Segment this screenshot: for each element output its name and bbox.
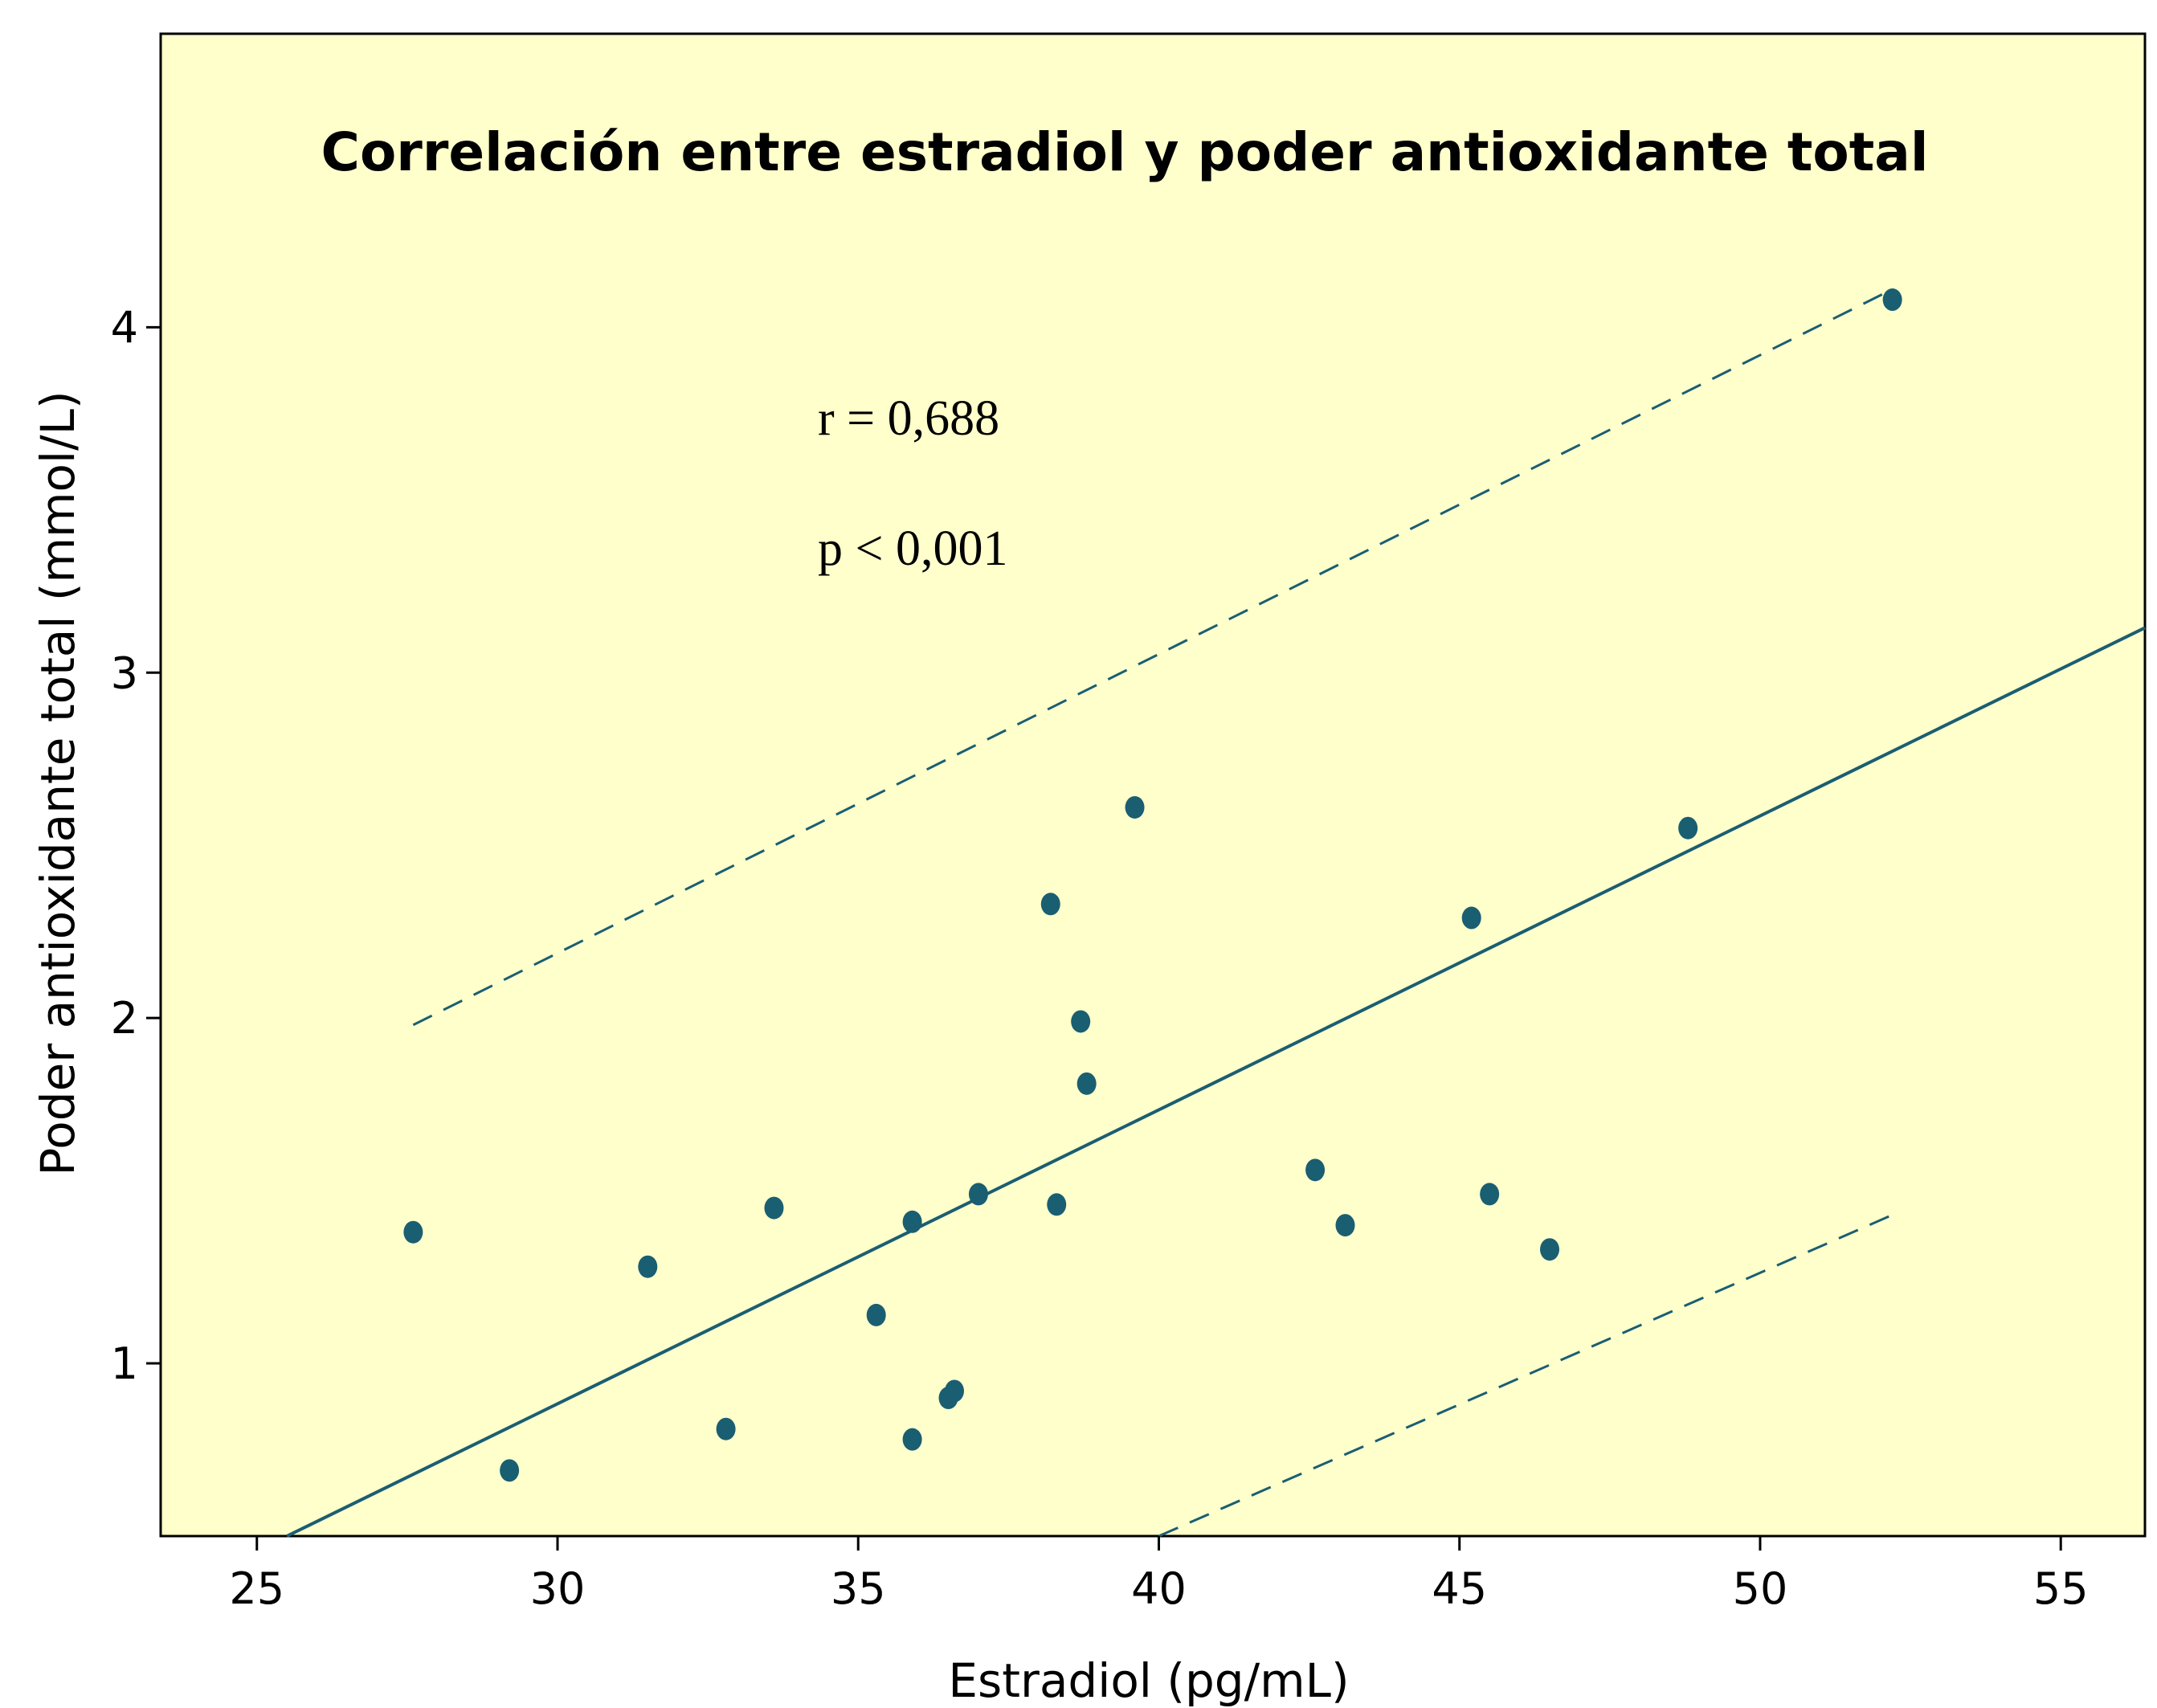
upper-confidence-line [412, 288, 1894, 1027]
chart-title: Correlación entre estradiol y poder anti… [321, 121, 1929, 183]
data-point [1480, 1183, 1500, 1206]
correlation-coefficient-label: r = 0,688 [818, 391, 999, 446]
data-point [1678, 816, 1698, 840]
fit-line-layer [286, 626, 2146, 1538]
x-tick-label: 50 [1733, 1563, 1788, 1614]
data-point [1882, 288, 1902, 312]
data-point [403, 1220, 423, 1244]
y-tick-label: 3 [111, 648, 138, 698]
data-point [1305, 1158, 1326, 1182]
data-point [1540, 1238, 1559, 1261]
data-point [500, 1459, 520, 1482]
plot-area [159, 32, 2147, 1538]
data-point [968, 1183, 988, 1206]
x-tick-label: 25 [229, 1563, 284, 1614]
x-tick-label: 45 [1432, 1563, 1487, 1614]
data-point [1076, 1072, 1097, 1095]
data-point [866, 1303, 886, 1326]
data-point [716, 1417, 736, 1440]
data-point [1071, 1010, 1091, 1033]
data-point [1461, 906, 1481, 930]
y-axis-title: Poder antioxidante total (mmol/L) [31, 390, 85, 1175]
data-point [902, 1428, 922, 1451]
y-tick-label: 2 [111, 993, 138, 1044]
y-axis-ticks: 1 2 3 4 [111, 302, 161, 1389]
data-point [1047, 1193, 1067, 1216]
x-tick-label: 40 [1131, 1563, 1187, 1614]
x-axis-title: Estradiol (pg/mL) [948, 1653, 1349, 1708]
x-tick-label: 30 [530, 1563, 586, 1614]
y-tick-label: 4 [111, 302, 138, 353]
data-point [1040, 893, 1060, 916]
data-point [764, 1196, 784, 1220]
confidence-band-lines [412, 288, 1894, 1538]
data-point [1125, 795, 1145, 819]
data-point [638, 1255, 658, 1278]
y-tick-label: 1 [111, 1338, 138, 1389]
x-tick-label: 55 [2033, 1563, 2089, 1614]
data-point [902, 1210, 922, 1233]
data-points [403, 288, 1902, 1482]
x-tick-label: 35 [831, 1563, 886, 1614]
regression-line [286, 626, 2146, 1538]
p-value-label: p < 0,001 [818, 521, 1007, 576]
data-point [1335, 1214, 1355, 1237]
x-axis-ticks: 25 30 35 40 45 50 55 [229, 1536, 2089, 1614]
data-point [945, 1379, 964, 1403]
